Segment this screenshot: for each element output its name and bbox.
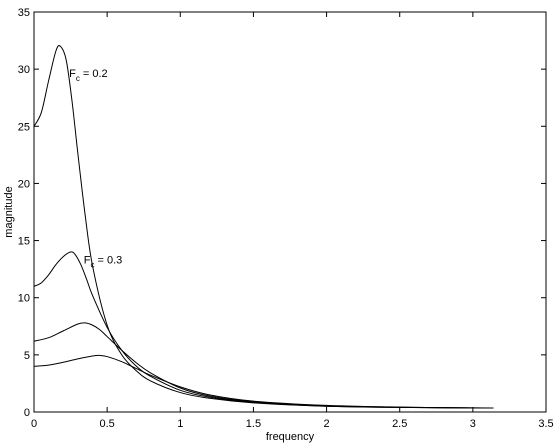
x-tick-label: 1 <box>177 418 183 430</box>
series-line-3 <box>33 322 494 409</box>
curve-annotation-2: Fc = 0.3 <box>84 254 123 269</box>
x-tick-label: 0 <box>31 418 37 430</box>
x-axis-title: frequency <box>266 431 315 443</box>
x-tick-label: 2.5 <box>392 418 407 430</box>
y-tick-label: 35 <box>18 7 30 19</box>
y-tick-label: 30 <box>18 64 30 76</box>
series-line-2 <box>33 251 494 409</box>
x-tick-label: 3.5 <box>538 418 553 430</box>
series-line-4 <box>33 354 494 409</box>
y-tick-label: 15 <box>18 236 30 248</box>
x-tick-label: 1.5 <box>246 418 261 430</box>
y-axis-title: magnitude <box>3 186 15 237</box>
y-tick-label: 5 <box>24 350 30 362</box>
y-tick-label: 0 <box>24 407 30 419</box>
x-tick-label: 0.5 <box>99 418 114 430</box>
y-tick-label: 10 <box>18 293 30 305</box>
y-tick-label: 25 <box>18 121 30 133</box>
x-tick-label: 2 <box>324 418 330 430</box>
x-tick-label: 3 <box>470 418 476 430</box>
plot-frame <box>33 11 547 413</box>
curve-annotation-1: Fc = 0.2 <box>69 68 108 83</box>
series-line-1 <box>33 45 494 409</box>
y-tick-label: 20 <box>18 178 30 190</box>
